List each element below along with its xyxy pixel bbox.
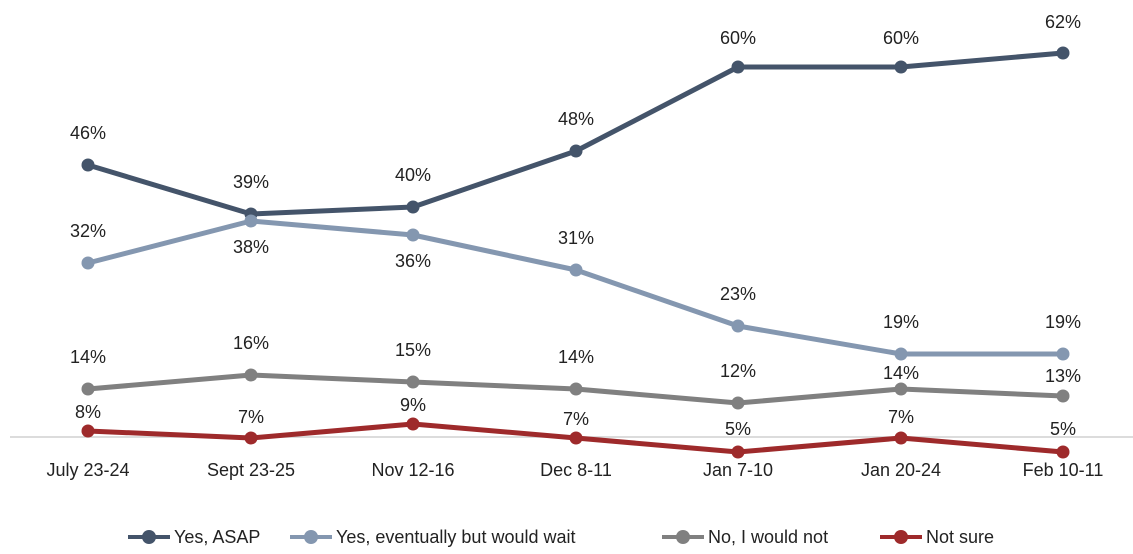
data-point-not-sure (731, 445, 745, 459)
data-point-no (731, 396, 745, 410)
data-point-no (406, 375, 420, 389)
series-yes-eventually (81, 214, 1070, 361)
legend-label-yes-asap: Yes, ASAP (174, 526, 261, 547)
data-point-yes-asap (81, 158, 95, 172)
legend-item-no: No, I would not (662, 520, 828, 554)
data-label-no: 12% (720, 361, 756, 381)
data-label-no: 15% (395, 340, 431, 360)
data-point-yes-eventually (244, 214, 258, 228)
data-point-not-sure (1056, 445, 1070, 459)
data-label-no: 16% (233, 333, 269, 353)
data-label-not-sure: 7% (238, 407, 264, 427)
data-label-yes-asap: 60% (720, 28, 756, 48)
data-label-yes-asap: 48% (558, 109, 594, 129)
data-point-yes-eventually (406, 228, 420, 242)
data-label-yes-eventually: 23% (720, 284, 756, 304)
data-point-no (569, 382, 583, 396)
data-label-yes-eventually: 38% (233, 237, 269, 257)
data-label-not-sure: 8% (75, 402, 101, 422)
data-label-yes-asap: 62% (1045, 12, 1081, 32)
data-label-no: 14% (70, 347, 106, 367)
data-point-not-sure (569, 431, 583, 445)
data-label-not-sure: 7% (888, 407, 914, 427)
data-point-yes-eventually (731, 319, 745, 333)
x-tick-label: Jan 7-10 (703, 460, 773, 480)
data-point-not-sure (244, 431, 258, 445)
data-point-not-sure (894, 431, 908, 445)
legend-marker-yes-eventually (304, 530, 318, 544)
data-point-no (81, 382, 95, 396)
series-no (81, 368, 1070, 410)
legend-marker-no (676, 530, 690, 544)
data-label-yes-eventually: 19% (883, 312, 919, 332)
data-point-not-sure (81, 424, 95, 438)
legend-swatch-not-sure (880, 520, 922, 554)
data-label-yes-asap: 39% (233, 172, 269, 192)
data-point-yes-asap (731, 60, 745, 74)
series-layer (81, 46, 1070, 459)
data-point-yes-asap (569, 144, 583, 158)
legend-item-not-sure: Not sure (880, 520, 994, 554)
data-point-no (894, 382, 908, 396)
data-label-no: 14% (558, 347, 594, 367)
data-label-yes-asap: 60% (883, 28, 919, 48)
data-point-yes-asap (406, 200, 420, 214)
x-tick-label: Sept 23-25 (207, 460, 295, 480)
x-tick-label: Dec 8-11 (540, 460, 612, 480)
x-tick-label: July 23-24 (46, 460, 129, 480)
data-point-yes-eventually (569, 263, 583, 277)
data-label-yes-eventually: 32% (70, 221, 106, 241)
data-point-yes-eventually (81, 256, 95, 270)
legend-label-yes-eventually: Yes, eventually but would wait (336, 526, 576, 547)
series-not-sure (81, 417, 1070, 459)
legend: Yes, ASAP Yes, eventually but would wait… (0, 520, 1133, 554)
legend-marker-not-sure (894, 530, 908, 544)
legend-label-not-sure: Not sure (926, 526, 995, 547)
data-label-not-sure: 5% (725, 419, 751, 439)
series-yes-asap (81, 46, 1070, 221)
data-label-yes-eventually: 36% (395, 251, 431, 271)
x-tick-label: Jan 20-24 (861, 460, 941, 480)
data-label-not-sure: 7% (563, 409, 589, 429)
legend-item-yes-eventually: Yes, eventually but would wait (290, 520, 575, 554)
legend-item-yes-asap: Yes, ASAP (128, 520, 260, 554)
legend-swatch-yes-eventually (290, 520, 332, 554)
legend-marker-yes-asap (142, 530, 156, 544)
data-label-yes-asap: 46% (70, 123, 106, 143)
data-label-layer: 46% 39% 40% 48% 60% 60% 62% 32% 38% 36% 31% 23% 19% 1… (70, 12, 1081, 439)
data-point-yes-asap (1056, 46, 1070, 60)
data-point-no (1056, 389, 1070, 403)
legend-swatch-no (662, 520, 704, 554)
data-point-yes-eventually (1056, 347, 1070, 361)
data-label-no: 13% (1045, 366, 1081, 386)
data-label-yes-asap: 40% (395, 165, 431, 185)
data-label-not-sure: 5% (1050, 419, 1076, 439)
legend-label-no: No, I would not (708, 526, 829, 547)
x-tick-label-layer: July 23-24 Sept 23-25 Nov 12-16 Dec 8-11 Jan… (46, 460, 1103, 480)
data-point-no (244, 368, 258, 382)
data-point-not-sure (406, 417, 420, 431)
legend-swatch-yes-asap (128, 520, 170, 554)
x-tick-label: Feb 10-11 (1023, 460, 1104, 480)
data-label-yes-eventually: 19% (1045, 312, 1081, 332)
data-point-yes-eventually (894, 347, 908, 361)
data-label-not-sure: 9% (400, 395, 426, 415)
data-point-yes-asap (894, 60, 908, 74)
x-tick-label: Nov 12-16 (371, 460, 454, 480)
line-chart: 46% 39% 40% 48% 60% 60% 62% 32% 38% 36% 31% 23% 19% 1… (10, 12, 1133, 480)
data-label-no: 14% (883, 363, 919, 383)
data-label-yes-eventually: 31% (558, 228, 594, 248)
